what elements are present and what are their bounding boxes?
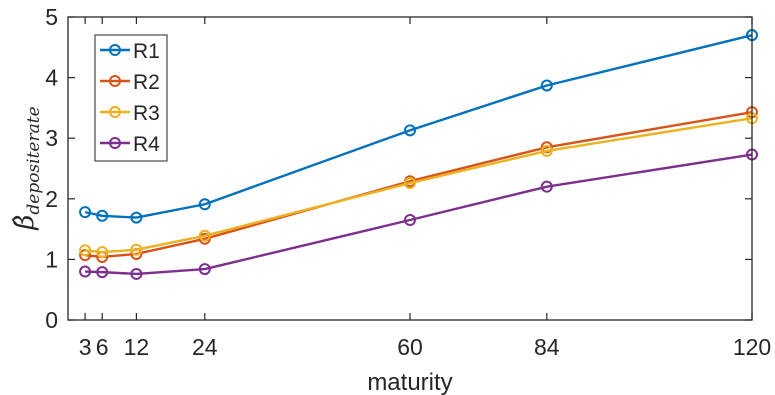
- legend-marker: [109, 75, 121, 87]
- x-tick-label: 12: [124, 334, 150, 360]
- y-tick-label: 0: [45, 307, 58, 333]
- legend-label: R4: [133, 133, 160, 156]
- x-tick-label: 84: [534, 334, 560, 360]
- data-point: [130, 243, 143, 256]
- data-point: [96, 246, 109, 259]
- series-r2: [79, 106, 758, 263]
- data-point: [404, 124, 416, 137]
- data-point: [130, 211, 143, 224]
- series-r3: [79, 112, 758, 259]
- data-point: [540, 180, 553, 193]
- x-tick-label: 6: [96, 334, 109, 360]
- y-tick-label: 5: [45, 4, 58, 30]
- data-point: [79, 265, 92, 278]
- legend-entry-r2: R2: [100, 71, 160, 94]
- plot-lines: [79, 29, 758, 280]
- legend-label: R2: [133, 71, 160, 94]
- x-tick-label: 120: [733, 334, 771, 360]
- data-point: [540, 144, 553, 157]
- data-point: [96, 209, 109, 222]
- y-axis-title-main: β̂: [10, 215, 40, 231]
- y-tick-label: 4: [45, 65, 58, 91]
- legend-label: R3: [133, 102, 160, 125]
- data-point: [96, 266, 109, 279]
- y-axis-title-subscript: depositerate: [24, 106, 44, 214]
- data-point: [404, 177, 416, 190]
- plot-area-frame: [67, 16, 753, 321]
- x-axis-title: maturity: [367, 369, 452, 395]
- y-axis-title: β̂depositerate: [10, 106, 44, 230]
- data-point: [198, 229, 211, 242]
- data-point: [79, 244, 92, 257]
- legend-label: R1: [133, 40, 160, 63]
- legend-marker: [109, 44, 121, 56]
- data-point: [130, 267, 143, 280]
- data-point: [198, 263, 211, 276]
- data-point: [198, 198, 211, 211]
- data-point: [404, 214, 416, 227]
- legend-entry-r4: R4: [100, 133, 160, 156]
- series-r4: [79, 148, 758, 280]
- x-tick-label: 3: [79, 334, 92, 360]
- y-tick-label: 3: [45, 125, 58, 151]
- y-tick-label: 1: [45, 246, 58, 272]
- x-tick-label: 60: [397, 334, 423, 360]
- series-line-r4: [85, 153, 753, 276]
- legend-entry-r3: R3: [100, 102, 160, 125]
- legend-box: [94, 34, 168, 162]
- data-point: [540, 141, 553, 154]
- x-tick-label: 24: [192, 334, 218, 360]
- y-tick-label: 2: [45, 186, 58, 212]
- data-point: [79, 249, 92, 262]
- legend-marker: [109, 106, 121, 118]
- legend-marker: [109, 137, 121, 149]
- series-line-r1: [84, 34, 753, 219]
- legend-entry-r1: R1: [100, 40, 160, 63]
- legend: R1 R2 R3 R4: [94, 34, 168, 162]
- series-r1: [79, 29, 758, 224]
- series-line-r3: [84, 117, 753, 254]
- data-point: [79, 206, 92, 219]
- data-point: [540, 79, 553, 92]
